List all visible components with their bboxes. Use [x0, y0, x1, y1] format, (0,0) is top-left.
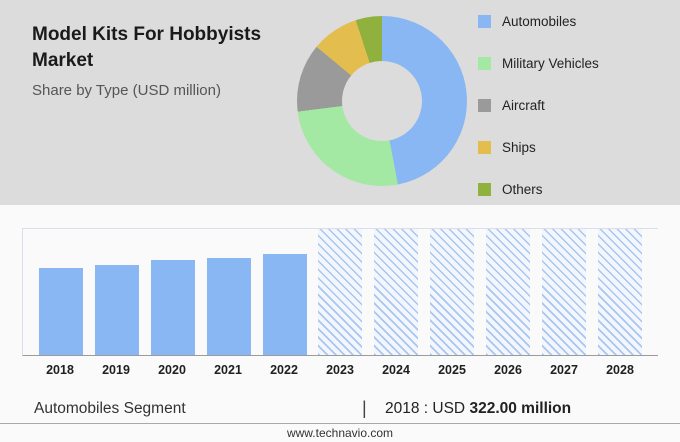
x-axis-label-2025: 2025: [438, 363, 466, 377]
legend-label: Automobiles: [502, 14, 577, 29]
x-axis-label-2027: 2027: [550, 363, 578, 377]
bar-series: [22, 228, 658, 356]
footer-divider: |: [362, 398, 367, 418]
stat-value: 322.00 million: [469, 400, 572, 417]
x-axis-label-2019: 2019: [102, 363, 130, 377]
legend-item-aircraft: Aircraft: [478, 98, 599, 113]
chart-subtitle: Share by Type (USD million): [32, 82, 221, 100]
bar-2025: [430, 229, 475, 355]
bar-2024: [374, 229, 419, 355]
bar-2028: [597, 229, 642, 355]
legend-swatch: [478, 141, 491, 154]
footer: Automobiles Segment | 2018 : USD 322.00 …: [0, 398, 680, 422]
legend-label: Ships: [502, 140, 536, 155]
legend-swatch: [478, 99, 491, 112]
stat-text: 2018 : USD 322.00 million: [385, 400, 571, 418]
x-axis-label-2024: 2024: [382, 363, 410, 377]
bar-2022: [262, 254, 307, 355]
x-axis-label-2020: 2020: [158, 363, 186, 377]
x-axis-label-2022: 2022: [270, 363, 298, 377]
legend-item-others: Others: [478, 182, 599, 197]
legend-item-automobiles: Automobiles: [478, 14, 599, 29]
x-axis-label-2023: 2023: [326, 363, 354, 377]
bar-2026: [486, 229, 531, 355]
legend-label: Military Vehicles: [502, 56, 599, 71]
header-panel: Model Kits For Hobbyists Market Share by…: [0, 0, 680, 205]
bar-chart: 2018 2019 2020 2021 2022 2023 2024 2025 2026 2027…: [22, 228, 658, 377]
x-axis-label-2021: 2021: [214, 363, 242, 377]
website-url: www.technavio.com: [286, 426, 394, 440]
x-axis-label-2026: 2026: [494, 363, 522, 377]
website-bar: www.technavio.com: [0, 423, 680, 442]
bar-2018: [39, 268, 83, 355]
legend-label: Others: [502, 182, 543, 197]
legend-swatch: [478, 183, 491, 196]
legend-item-military-vehicles: Military Vehicles: [478, 56, 599, 71]
segment-label: Automobiles Segment: [34, 400, 186, 417]
x-axis-label-2018: 2018: [46, 363, 74, 377]
bar-2021: [206, 258, 251, 355]
x-axis-label-2028: 2028: [606, 363, 634, 377]
legend-swatch: [478, 57, 491, 70]
legend: Automobiles Military Vehicles Aircraft S…: [478, 14, 599, 197]
bar-2027: [542, 229, 587, 355]
bar-2020: [150, 260, 195, 355]
legend-swatch: [478, 15, 491, 28]
bar-2019: [94, 265, 139, 355]
stat-prefix: 2018 : USD: [385, 400, 466, 417]
bar-labels: 2018 2019 2020 2021 2022 2023 2024 2025 2026 2027…: [22, 363, 658, 377]
legend-item-ships: Ships: [478, 140, 599, 155]
title-block: Model Kits For Hobbyists Market Share by…: [32, 22, 272, 99]
page-title: Model Kits For Hobbyists Market: [32, 24, 262, 71]
bar-2023: [318, 229, 363, 355]
donut-chart: [297, 16, 467, 186]
legend-label: Aircraft: [502, 98, 545, 113]
